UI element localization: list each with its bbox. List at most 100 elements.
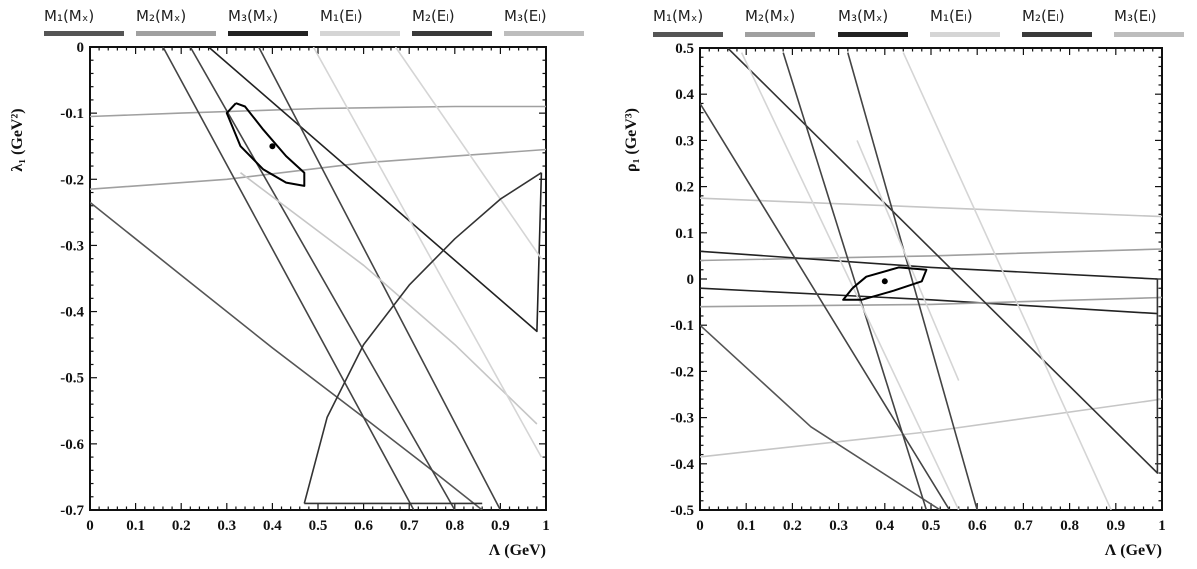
y-axis-title: λ₁ (GeV²) [9,108,26,171]
constraint-line-11 [847,52,978,510]
legend-label: M₁(Eₗ) [930,7,973,25]
y-tick-label: 0.1 [675,226,694,242]
legend-swatch [745,32,815,37]
legend-swatch [228,31,308,36]
tick-marks [699,47,1163,511]
legend-swatch [136,31,216,36]
legend-swatch [653,32,723,37]
constraint-line-8 [240,172,538,425]
constraint-line-4 [700,287,1158,315]
x-tick-label: 0.9 [491,518,510,534]
legend-label: M₃(Mₓ) [838,7,888,25]
x-tick-label: 1 [542,518,550,534]
x-tick-label: 0.7 [1014,518,1033,534]
x-tick-label: 0.8 [1060,518,1079,534]
plot-frame [89,46,547,511]
y-tick-label: -0.1 [60,106,84,122]
y-tick-label: -0.2 [670,364,694,380]
legend-label: M₃(Eₗ) [1114,7,1157,25]
y-tick-label: 0.2 [675,180,694,196]
legend-label: M₂(Mₓ) [745,7,795,25]
x-tick-label: 0.9 [1106,518,1125,534]
x-tick-label: 0.7 [400,518,419,534]
x-axis-title: Λ (GeV) [489,542,546,559]
constraint-line-6 [700,398,1162,458]
constraint-line-7 [700,102,951,510]
y-tick-label: 0 [77,40,85,56]
legend-label: M₂(Eₗ) [412,7,455,25]
y-tick-label: -0.7 [60,503,84,519]
chart-right: M₁(Mₓ) M₂(Mₓ) M₃(Mₓ) M₁(Eₗ) M₂(Eₗ) M₃(Eₗ) 0 0.1… [623,7,1184,559]
x-tick-label: 0.5 [922,518,941,534]
y-tick-label: -0.3 [60,238,84,254]
y-tick-label: 0.5 [675,41,694,57]
legend-swatch [412,31,492,36]
x-tick-label: 0.6 [968,518,987,534]
y-tick-label: -0.2 [60,172,84,188]
legend-label: M₂(Eₗ) [1022,7,1065,25]
constraint-line-9 [727,48,1159,474]
constraint-line-9 [312,47,543,458]
x-axis-title: Λ (GeV) [1105,542,1162,559]
y-tick-label: 0.3 [675,133,694,149]
plot-area [90,47,546,510]
legend-swatch [1114,32,1184,37]
y-tick-label: 0 [687,272,695,288]
chart-left: M₁(Mₓ) M₂(Mₓ) M₃(Mₓ) M₁(Eₗ) M₂(Eₗ) M₃(Eₗ) 0 0.1… [9,7,584,559]
x-tick-label: 0.2 [783,518,802,534]
constraint-line-1 [90,105,546,118]
constraint-line-10 [782,52,928,510]
constraint-line-3 [90,201,483,510]
legend-swatch [1022,32,1092,37]
constraint-line-2 [700,248,1162,262]
central-value-point [881,278,888,285]
x-tick-label: 0.2 [172,518,191,534]
constraint-line-5 [162,47,415,510]
y-tick-label: -0.6 [60,437,84,453]
constraint-line-14 [856,140,960,381]
legend-swatch [320,31,400,36]
constraint-line-13 [902,52,1112,510]
tick-marks [89,46,547,511]
x-tick-label: 1 [1158,518,1166,534]
x-tick-label: 0.5 [309,518,328,534]
x-tick-label: 0.8 [445,518,464,534]
legend-swatch [44,31,124,36]
constraint-line-2 [90,148,546,190]
constraint-line-11 [303,172,542,504]
plot-area [700,48,1162,510]
legend-swatch [838,32,908,37]
constraint-line-1 [700,197,1162,218]
plot-frame [699,47,1163,511]
x-tick-label: 0.4 [875,518,894,534]
y-tick-label: -0.5 [670,503,694,519]
constraint-line-4 [189,47,456,510]
y-tick-label: -0.5 [60,371,84,387]
constraint-line-12 [740,52,960,510]
constraint-line-10 [394,47,543,260]
constraint-line-3 [700,250,1158,280]
constraint-line-5 [700,296,1162,308]
legend-label: M₃(Eₗ) [504,7,547,25]
x-tick-label: 0.3 [829,518,848,534]
y-tick-label: -0.1 [670,318,694,334]
x-tick-label: 0.3 [217,518,236,534]
x-tick-label: 0.1 [126,518,145,534]
legend-label: M₂(Mₓ) [136,7,186,25]
x-tick-label: 0.6 [354,518,373,534]
legend-label: M₁(Eₗ) [320,7,363,25]
y-tick-label: 0.4 [675,87,694,103]
constraint-line-8 [700,324,941,510]
confidence-ellipse [842,266,928,301]
legend-label: M₃(Mₓ) [228,7,278,25]
legend-label: M₁(Mₓ) [653,7,703,25]
x-tick-label: 0.4 [263,518,282,534]
y-tick-label: -0.4 [60,305,84,321]
y-axis-title: ρ₁ (GeV³) [623,108,640,172]
x-tick-label: 0 [696,518,704,534]
legend-label: M₁(Mₓ) [44,7,94,25]
x-tick-label: 0.1 [737,518,756,534]
confidence-ellipse [225,102,306,187]
y-tick-label: -0.3 [670,411,694,427]
